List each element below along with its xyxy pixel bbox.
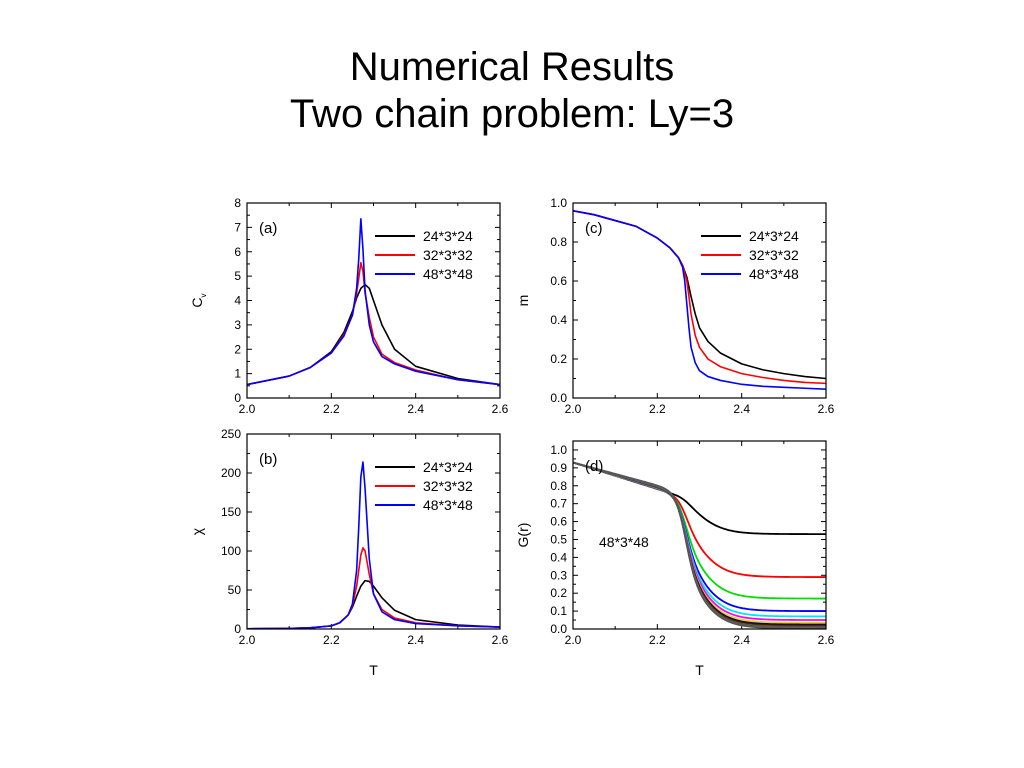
y-axis-label: χ xyxy=(189,527,205,535)
x-tick-label: 2.4 xyxy=(407,402,424,416)
y-tick-label: 0.6 xyxy=(550,515,567,529)
y-tick-label: 6 xyxy=(234,245,241,259)
y-axis-label: m xyxy=(515,295,531,307)
legend-label: 32*3*32 xyxy=(423,478,473,494)
series-line xyxy=(247,218,500,386)
legend-label: 24*3*24 xyxy=(423,459,473,475)
x-tick-label: 2.6 xyxy=(492,633,509,647)
x-tick-label: 2.0 xyxy=(239,633,256,647)
y-tick-label: 0.6 xyxy=(550,274,567,288)
x-tick-label: 2.0 xyxy=(565,633,582,647)
series-group xyxy=(573,461,826,629)
legend-label: 48*3*48 xyxy=(749,266,799,282)
panel-annotation: 48*3*48 xyxy=(599,534,649,550)
y-tick-label: 250 xyxy=(221,427,241,441)
panel-label: (a) xyxy=(259,220,277,237)
plot-frame xyxy=(246,202,501,399)
x-tick-label: 2.4 xyxy=(407,633,424,647)
y-tick-label: 0.0 xyxy=(550,622,567,636)
y-tick-label: 0.1 xyxy=(550,604,567,618)
y-tick-label: 50 xyxy=(228,583,242,597)
title-line-2: Two chain problem: Ly=3 xyxy=(289,92,735,136)
x-tick-label: 2.0 xyxy=(239,402,256,416)
chart-panel-a: 2.0 2.2 2.4 2.6 0 1 2 3 4 5 6 7 8 Cv (a) 24*3*24 32*3*32… xyxy=(189,196,509,416)
x-tick-label: 2.4 xyxy=(733,402,750,416)
y-tick-label: 1.0 xyxy=(550,196,567,210)
x-tick-label: 2.6 xyxy=(818,402,835,416)
y-axis-label-subscript: v xyxy=(199,293,208,297)
y-tick-label: 0.0 xyxy=(550,391,567,405)
y-tick-label: 0.4 xyxy=(550,550,567,564)
y-tick-label: 1.0 xyxy=(550,443,567,457)
y-tick-label: 0.7 xyxy=(550,497,567,511)
plot-frame xyxy=(572,440,827,630)
y-tick-label: 0.2 xyxy=(550,586,567,600)
x-tick-label: 2.2 xyxy=(649,402,666,416)
y-tick-label: 0.3 xyxy=(550,568,567,582)
y-tick-label: 100 xyxy=(221,544,241,558)
series-line xyxy=(573,461,826,629)
x-tick-label: 2.4 xyxy=(733,633,750,647)
legend-label: 32*3*32 xyxy=(423,247,473,263)
series-line xyxy=(573,461,826,578)
legend-label: 48*3*48 xyxy=(423,266,473,282)
x-tick-label: 2.0 xyxy=(565,402,582,416)
series-group xyxy=(247,461,500,629)
y-tick-label: 0 xyxy=(234,391,241,405)
series-line xyxy=(247,461,500,629)
panel-label: (c) xyxy=(585,220,603,237)
series-group xyxy=(247,218,500,386)
legend-label: 24*3*24 xyxy=(423,228,473,244)
chart-panel-d: 2.0 2.2 2.4 2.6 0.0 0.1 0.2 0.3 0.4 0.5 0.6 0.7 0.8 0… xyxy=(515,440,835,678)
y-tick-label: 150 xyxy=(221,505,241,519)
y-tick-label: 5 xyxy=(234,269,241,283)
y-tick-label: 3 xyxy=(234,318,241,332)
x-tick-label: 2.6 xyxy=(818,633,835,647)
panel-label: (b) xyxy=(259,451,277,468)
series-group xyxy=(573,210,826,391)
x-axis-label: T xyxy=(695,662,704,678)
y-tick-label: 1 xyxy=(234,367,241,381)
legend-label: 24*3*24 xyxy=(749,228,799,244)
x-tick-label: 2.2 xyxy=(649,633,666,647)
y-tick-label: 0.8 xyxy=(550,479,567,493)
y-tick-label: 7 xyxy=(234,220,241,234)
title-line-1: Numerical Results xyxy=(349,45,675,89)
y-tick-label: 0.8 xyxy=(550,235,567,249)
x-tick-label: 2.6 xyxy=(492,402,509,416)
plot-frame xyxy=(246,433,501,630)
chart-panel-b: 2.0 2.2 2.4 2.6 0 50 100 150 200 250 Tχ (b) 24*3*24 3… xyxy=(189,427,509,678)
slide-title: Numerical Results Two chain problem: Ly=… xyxy=(0,44,1024,138)
y-axis-label: G(r) xyxy=(515,523,531,548)
x-tick-label: 2.2 xyxy=(323,402,340,416)
y-tick-label: 200 xyxy=(221,466,241,480)
plot-frame xyxy=(572,202,827,399)
y-tick-label: 0.2 xyxy=(550,352,567,366)
x-axis-label: T xyxy=(369,662,378,678)
legend-label: 32*3*32 xyxy=(749,247,799,263)
x-tick-label: 2.2 xyxy=(323,633,340,647)
series-line xyxy=(573,210,826,391)
y-tick-label: 8 xyxy=(234,196,241,210)
y-tick-label: 0.5 xyxy=(550,532,567,546)
chart-panel-c: 2.0 2.2 2.4 2.6 0.0 0.2 0.4 0.6 0.8 1.0 m (c) 24*3*2… xyxy=(515,196,835,416)
y-axis-label: Cv xyxy=(189,293,208,307)
y-tick-label: 0.9 xyxy=(550,461,567,475)
y-tick-label: 4 xyxy=(234,294,241,308)
y-tick-label: 0 xyxy=(234,622,241,636)
y-tick-label: 2 xyxy=(234,342,241,356)
panel-label: (d) xyxy=(585,458,603,475)
legend-label: 48*3*48 xyxy=(423,497,473,513)
y-tick-label: 0.4 xyxy=(550,313,567,327)
